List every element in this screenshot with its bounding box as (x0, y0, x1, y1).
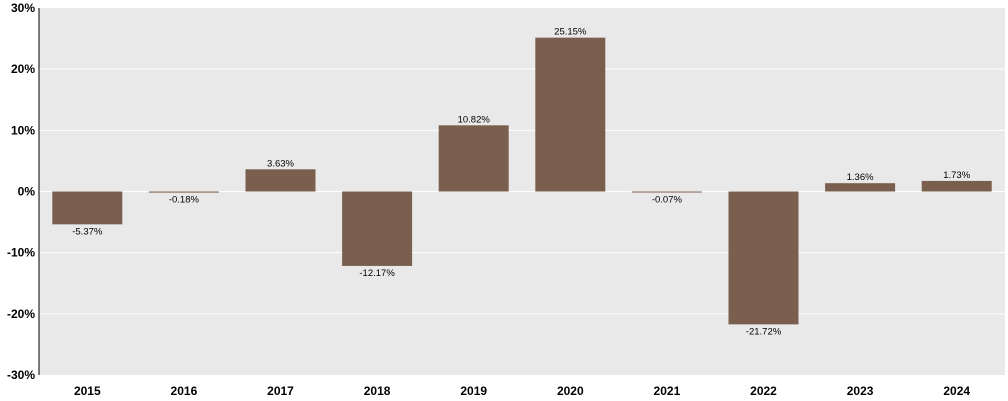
x-tick-label: 2018 (364, 384, 391, 398)
x-axis-ticks: 2015 2016 2017 2018 2019 2020 2021 2022 2023 2024 (74, 384, 970, 398)
x-tick-label: 2017 (267, 384, 294, 398)
data-label-2019: 10.82% (458, 114, 491, 125)
x-tick-label: 2023 (847, 384, 874, 398)
y-tick-label: 10% (11, 123, 35, 137)
bar-2019 (438, 125, 509, 192)
y-tick-label: -20% (7, 307, 35, 321)
bar-2024 (921, 180, 992, 192)
x-tick-label: 2020 (557, 384, 584, 398)
data-label-2017: 3.63% (267, 158, 294, 169)
data-labels: -5.37% -0.18% 3.63% -12.17% 10.82% 25.15% -0.0… (72, 27, 970, 338)
data-label-2023: 1.36% (847, 172, 874, 183)
y-tick-label: 30% (11, 1, 35, 15)
bar-2022 (728, 191, 799, 325)
data-label-2020: 25.15% (554, 27, 587, 38)
y-tick-label: -30% (7, 368, 35, 382)
data-label-2018: -12.17% (359, 268, 395, 279)
bars (52, 37, 992, 325)
bar-2017 (245, 169, 316, 192)
x-tick-label: 2021 (654, 384, 681, 398)
x-tick-label: 2022 (750, 384, 777, 398)
data-label-2022: -21.72% (746, 326, 782, 337)
bar-2023 (825, 183, 896, 192)
bar-2020 (535, 37, 606, 192)
bar-2018 (342, 191, 413, 266)
y-tick-label: 0% (18, 185, 36, 199)
y-tick-label: -10% (7, 246, 35, 260)
x-tick-label: 2015 (74, 384, 101, 398)
bar-2015 (52, 191, 123, 225)
data-label-2024: 1.73% (943, 170, 970, 181)
data-label-2021: -0.07% (652, 195, 683, 206)
data-label-2016: -0.18% (169, 195, 200, 206)
x-tick-label: 2016 (171, 384, 198, 398)
y-axis-ticks: 30% 20% 10% 0% -10% -20% -30% (7, 1, 35, 382)
y-tick-label: 20% (11, 62, 35, 76)
bar-2021 (631, 191, 702, 193)
data-label-2015: -5.37% (72, 226, 103, 237)
x-tick-label: 2024 (943, 384, 970, 398)
x-tick-label: 2019 (460, 384, 487, 398)
bar-2016 (148, 191, 219, 193)
